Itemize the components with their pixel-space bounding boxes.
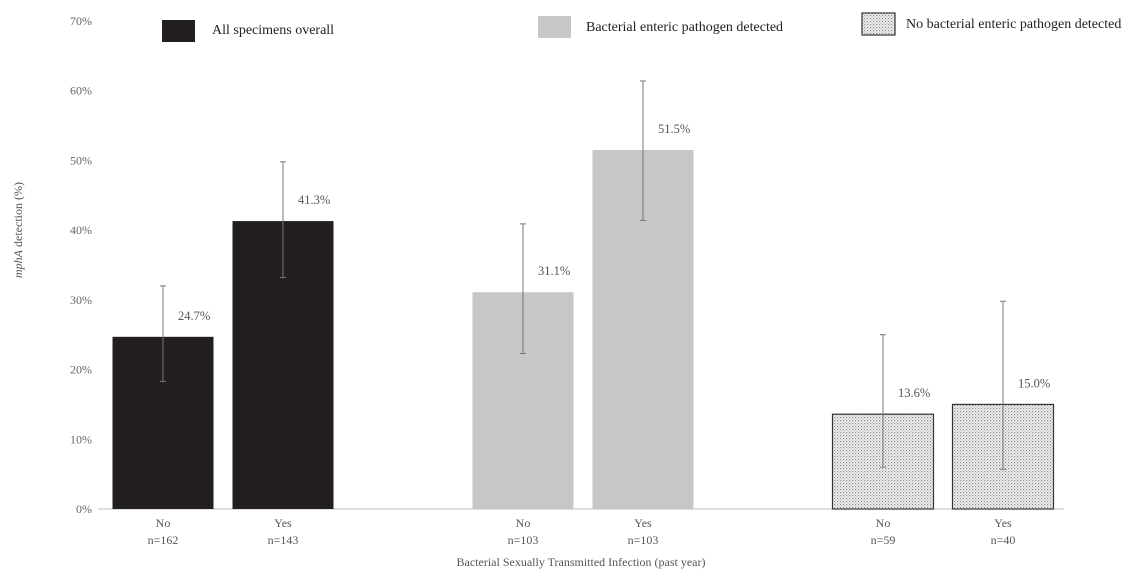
y-tick-label: 0%: [76, 502, 92, 516]
y-axis-ticks: 0% 10% 20% 30% 40% 50% 60% 70%: [70, 14, 92, 516]
data-label: 31.1%: [538, 264, 570, 278]
legend-label: All specimens overall: [212, 23, 334, 38]
y-axis-title-rest: detection (%): [11, 182, 25, 250]
error-bar: [280, 161, 286, 279]
category-n-label: n=103: [508, 533, 539, 547]
category-label: Yes: [274, 516, 292, 530]
error-bar: [160, 285, 166, 382]
legend-label: Bacterial enteric pathogen detected: [586, 20, 783, 35]
svg-text:mphA detection (%): mphA detection (%): [11, 182, 25, 278]
error-bar: [640, 80, 646, 221]
legend-item: All specimens overall: [162, 20, 334, 42]
data-label: 41.3%: [298, 193, 330, 207]
legend-swatch: [538, 16, 571, 38]
category-n-label: n=162: [148, 533, 179, 547]
legend: All specimens overall Bacterial enteric p…: [162, 12, 1121, 42]
y-tick-label: 30%: [70, 293, 92, 307]
category-n-label: n=40: [991, 533, 1016, 547]
category-label: Yes: [994, 516, 1012, 530]
x-axis-title: Bacterial Sexually Transmitted Infection…: [457, 555, 706, 569]
legend-swatch: [861, 12, 896, 36]
y-axis-title-italic: mphA: [11, 249, 25, 278]
y-tick-label: 10%: [70, 432, 92, 446]
category-n-label: n=103: [628, 533, 659, 547]
y-tick-label: 20%: [70, 363, 92, 377]
legend-item: Bacterial enteric pathogen detected: [538, 16, 783, 38]
category-label: Yes: [634, 516, 652, 530]
data-label: 51.5%: [658, 122, 690, 136]
y-tick-label: 60%: [70, 84, 92, 98]
category-label: No: [516, 516, 531, 530]
bars-layer: 24.7% No n=162 41.3% Yes n=143 31.1% No n=103 51.…: [112, 80, 1055, 547]
legend-item: No bacterial enteric pathogen detected: [861, 12, 1121, 36]
category-label: No: [876, 516, 891, 530]
category-n-label: n=59: [871, 533, 896, 547]
error-bar: [880, 334, 886, 468]
category-n-label: n=143: [268, 533, 299, 547]
y-tick-label: 50%: [70, 153, 92, 167]
data-label: 15.0%: [1018, 376, 1050, 390]
y-tick-label: 40%: [70, 223, 92, 237]
y-axis-title: mphA detection (%): [11, 182, 25, 278]
error-bar: [520, 223, 526, 355]
legend-label: No bacterial enteric pathogen detected: [906, 17, 1121, 32]
y-tick-label: 70%: [70, 14, 92, 28]
legend-swatch: [162, 20, 195, 42]
category-label: No: [156, 516, 171, 530]
data-label: 24.7%: [178, 309, 210, 323]
error-bar: [1000, 300, 1006, 470]
data-label: 13.6%: [898, 386, 930, 400]
